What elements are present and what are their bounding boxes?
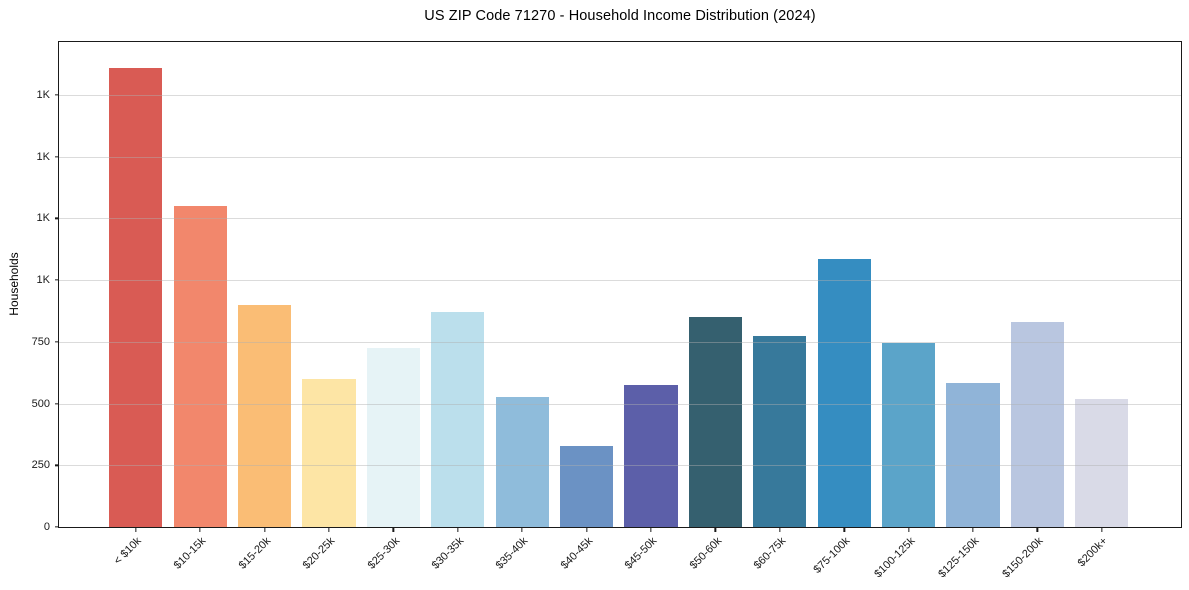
x-tick-mark — [650, 527, 652, 532]
bar-$60-75k — [753, 335, 807, 527]
x-tick-mark — [843, 527, 845, 532]
y-tick-mark — [54, 94, 59, 96]
y-tick-label: 1K — [36, 150, 50, 163]
gridline — [59, 280, 1181, 282]
y-tick-mark — [54, 464, 59, 466]
x-tick-label: $30-35k — [429, 535, 467, 572]
y-tick-label: 1K — [36, 89, 50, 102]
bar-$100-125k — [882, 343, 936, 527]
bar-$45-50k — [624, 385, 678, 527]
x-tick-mark — [1101, 527, 1103, 532]
y-tick-mark — [54, 402, 59, 405]
x-tick-mark — [328, 527, 330, 532]
y-tick-label: 250 — [31, 459, 50, 472]
bar-$125-150k — [946, 382, 1000, 527]
bar-$200k+ — [1075, 398, 1129, 527]
y-tick-label: 1K — [36, 212, 50, 225]
y-tick-mark — [54, 217, 59, 220]
y-tick-mark — [54, 279, 59, 281]
x-tick-label: $200k+ — [1076, 535, 1111, 570]
y-tick-mark — [54, 156, 59, 158]
bar-$25-30k — [366, 348, 420, 527]
bar-$15-20k — [237, 304, 292, 527]
y-tick-label: 750 — [31, 335, 50, 348]
bar-$40-45k — [559, 445, 614, 527]
x-tick-mark — [1036, 527, 1039, 532]
gridline — [59, 95, 1181, 97]
x-tick-label: $25-30k — [365, 535, 402, 572]
bar-$50-60k — [688, 317, 742, 527]
x-tick-label: $10-15k — [172, 535, 209, 572]
x-tick-mark — [135, 527, 137, 532]
bar-$35-40k — [495, 397, 549, 527]
x-tick-label: $50-60k — [687, 535, 724, 572]
x-tick-mark — [199, 527, 201, 532]
bar-$30-35k — [431, 312, 485, 527]
bar-$20-25k — [302, 378, 356, 527]
y-tick-label: 1K — [36, 274, 50, 287]
x-tick-label: $125-150k — [936, 535, 982, 581]
y-tick-label: 0 — [43, 521, 50, 533]
x-tick-label: $35-40k — [494, 535, 531, 572]
x-tick-mark — [585, 527, 588, 532]
x-tick-mark — [714, 527, 717, 532]
y-axis-label: Households — [7, 252, 21, 316]
gridline — [59, 341, 1181, 343]
x-tick-label: $60-75k — [751, 535, 789, 572]
x-tick-mark — [779, 527, 781, 532]
gridline — [59, 403, 1181, 405]
bar-$75-100k — [817, 259, 871, 527]
x-tick-mark — [907, 527, 910, 532]
x-tick-mark — [392, 527, 395, 532]
x-tick-mark — [263, 527, 266, 532]
gridline — [59, 156, 1181, 158]
x-tick-mark — [972, 527, 974, 532]
y-tick-mark — [54, 526, 59, 528]
plot-area: < $10k $10-15k $15-20k $20-25k $25-30k $30-35… — [32, 41, 1182, 580]
y-tick-label: 500 — [31, 397, 50, 410]
x-tick-mark — [457, 527, 459, 532]
x-tick-label: $150-200k — [1000, 535, 1046, 581]
x-tick-label: $100-125k — [871, 535, 918, 581]
bar-$150-200k — [1010, 322, 1064, 527]
x-tick-label: < $10k — [112, 535, 145, 568]
gridline — [59, 465, 1181, 467]
x-tick-label: $20-25k — [300, 535, 338, 572]
bar-< $10k — [109, 67, 163, 527]
y-tick-mark — [54, 341, 59, 343]
x-tick-label: $15-20k — [236, 535, 274, 572]
x-tick-label: $40-45k — [558, 535, 596, 572]
x-tick-label: $45-50k — [622, 535, 660, 572]
gridline — [59, 218, 1181, 220]
x-tick-label: $75-100k — [811, 535, 853, 576]
chart-title: US ZIP Code 71270 - Household Income Dis… — [424, 8, 816, 24]
bar-$10-15k — [173, 206, 227, 527]
x-tick-mark — [521, 527, 523, 532]
